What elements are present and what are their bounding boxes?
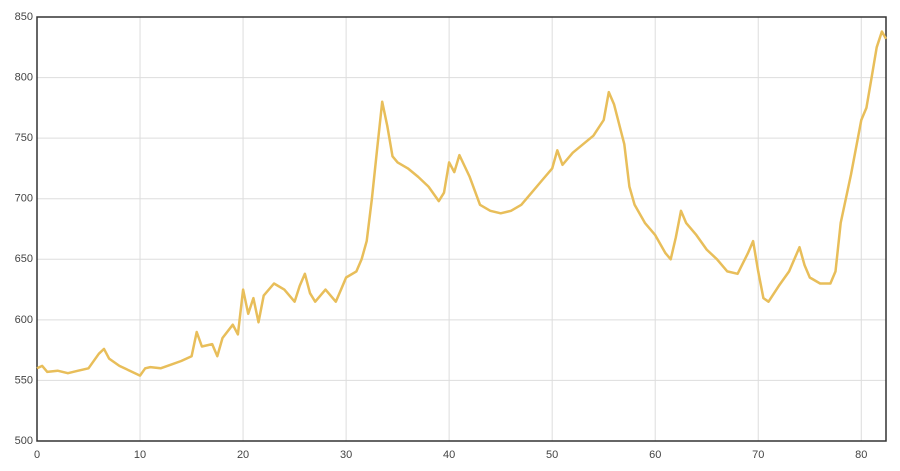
y-tick-label: 500 [15,435,33,447]
x-tick-label: 0 [34,449,40,461]
y-tick-label: 850 [15,11,33,23]
x-tick-label: 20 [237,449,249,461]
data-line [36,30,888,377]
x-tick-label: 50 [546,449,558,461]
x-tick-label: 80 [855,449,867,461]
x-tick-label: 70 [752,449,764,461]
x-tick-label: 30 [340,449,352,461]
x-tick-label: 10 [134,449,146,461]
y-tick-label: 800 [15,71,33,83]
y-tick-label: 650 [15,253,33,265]
x-tick-label: 40 [443,449,455,461]
plot-frame [36,16,887,442]
y-tick-label: 750 [15,132,33,144]
y-tick-label: 700 [15,193,33,205]
y-tick-label: 600 [15,314,33,326]
y-tick-label: 550 [15,374,33,386]
x-tick-label: 60 [649,449,661,461]
